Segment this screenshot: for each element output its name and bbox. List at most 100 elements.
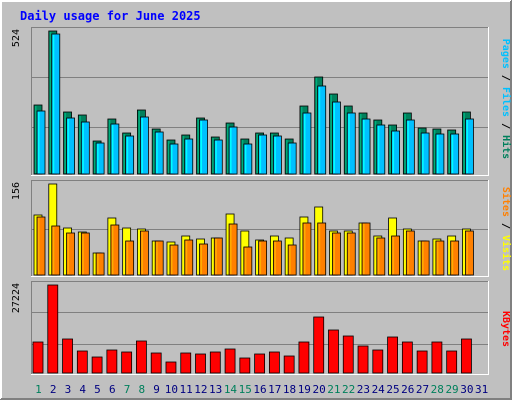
bar-files-day-10 [169, 143, 179, 175]
bar-highlight [141, 232, 143, 274]
bar-kbytes-day-19 [298, 341, 310, 374]
bar-highlight [52, 35, 55, 173]
bar-files-day-28 [435, 133, 445, 175]
bar-highlight [108, 120, 111, 173]
bar-highlight [422, 242, 424, 274]
bar-highlight [289, 144, 291, 173]
x-label-day-21: 21 [327, 383, 340, 396]
bar-highlight [48, 286, 51, 372]
bar-kbytes-day-29 [446, 350, 458, 374]
legend-entry-kbytes: KBytes [500, 311, 511, 347]
x-label-day-5: 5 [94, 383, 101, 396]
bar-highlight [170, 145, 173, 173]
bar-highlight [241, 140, 244, 173]
bar-highlight [111, 125, 114, 173]
panel-hits-files-pages: 524 Pages / Files / Hits [11, 27, 512, 176]
bar-files-day-15 [243, 143, 253, 175]
bar-highlight [108, 219, 111, 274]
legend-entry-hits: Hits [500, 135, 512, 159]
bar-highlight [271, 237, 273, 274]
bar-sites-day-19 [302, 222, 312, 276]
bar-highlight [230, 225, 232, 274]
bar-highlight [466, 232, 468, 274]
bar-highlight [363, 224, 365, 274]
bar-kbytes-day-2 [47, 284, 59, 374]
bar-sites-day-20 [317, 222, 327, 276]
x-label-day-6: 6 [109, 383, 116, 396]
bar-highlight [314, 318, 317, 372]
bar-highlight [344, 337, 346, 372]
bar-highlight [463, 113, 465, 173]
bar-files-day-19 [302, 112, 312, 175]
bar-highlight [419, 129, 421, 173]
bar-highlight [200, 121, 203, 173]
bar-highlight [303, 224, 306, 274]
bar-highlight [49, 32, 52, 173]
x-label-day-27: 27 [416, 383, 429, 396]
bar-kbytes-day-18 [283, 355, 295, 374]
bar-sites-day-12 [199, 243, 208, 276]
x-label-day-1: 1 [35, 383, 42, 396]
bar-kbytes-day-11 [180, 352, 192, 374]
bar-files-day-29 [450, 133, 460, 175]
bar-highlight [348, 114, 350, 173]
bar-highlight [388, 338, 391, 372]
bar-highlight [318, 87, 321, 173]
bar-highlight [79, 233, 81, 274]
x-label-day-25: 25 [386, 383, 399, 396]
x-label-day-30: 30 [460, 383, 473, 396]
bar-kbytes-day-4 [76, 350, 88, 374]
legend-entry-sites: Sites [500, 187, 512, 217]
bar-kbytes-day-20 [313, 316, 325, 374]
bar-highlight [360, 224, 362, 274]
bar-highlight [227, 124, 229, 173]
bar-highlight [363, 120, 365, 173]
bar-highlight [419, 242, 421, 274]
bar-highlight [407, 121, 409, 173]
bar-highlight [330, 95, 332, 173]
bar-highlight [462, 340, 464, 372]
bar-highlight [255, 355, 258, 372]
bar-sites-day-23 [361, 222, 371, 276]
bar-sites-day-13 [213, 237, 223, 276]
bar-kbytes-day-26 [401, 341, 413, 374]
bar-files-day-4 [80, 121, 90, 175]
bar-files-day-6 [110, 123, 120, 175]
bar-highlight [82, 234, 84, 274]
bar-sites-day-5 [95, 252, 105, 276]
bar-highlight [215, 141, 217, 173]
bar-sites-day-18 [287, 244, 297, 276]
bar-highlight [167, 141, 170, 173]
bar-highlight [451, 135, 454, 173]
bar-highlight [34, 343, 36, 372]
bar-sites-day-14 [228, 223, 238, 276]
bar-highlight [285, 357, 287, 372]
x-label-day-29: 29 [445, 383, 458, 396]
legend-entry-pages: Pages [500, 39, 511, 69]
legend-entry-files: Files [500, 87, 512, 117]
x-label-day-2: 2 [50, 383, 57, 396]
panel-sites-visits: 156 Sites / Visits [11, 180, 512, 277]
bar-sites-day-15 [243, 246, 253, 276]
bar-highlight [67, 234, 70, 274]
bar-sites-day-17 [272, 240, 282, 276]
bar-highlight [404, 114, 406, 173]
bar-files-day-26 [405, 119, 415, 175]
bar-kbytes-day-22 [342, 335, 354, 374]
bar-highlight [374, 237, 377, 274]
bar-sites-day-6 [110, 224, 120, 276]
chart-title: Daily usage for June 2025 [20, 9, 201, 23]
bar-highlight [256, 241, 259, 274]
bar-files-day-17 [272, 135, 282, 175]
legend-kbytes: KBytes [500, 311, 511, 347]
x-label-day-24: 24 [372, 383, 386, 396]
bar-highlight [377, 239, 380, 274]
bar-kbytes-day-12 [195, 353, 206, 374]
x-label-day-23: 23 [357, 383, 370, 396]
bar-highlight [185, 241, 188, 274]
bar-files-day-18 [287, 142, 297, 175]
bar-files-day-16 [258, 134, 268, 175]
x-label-day-20: 20 [312, 383, 325, 396]
bar-files-day-14 [228, 126, 238, 175]
